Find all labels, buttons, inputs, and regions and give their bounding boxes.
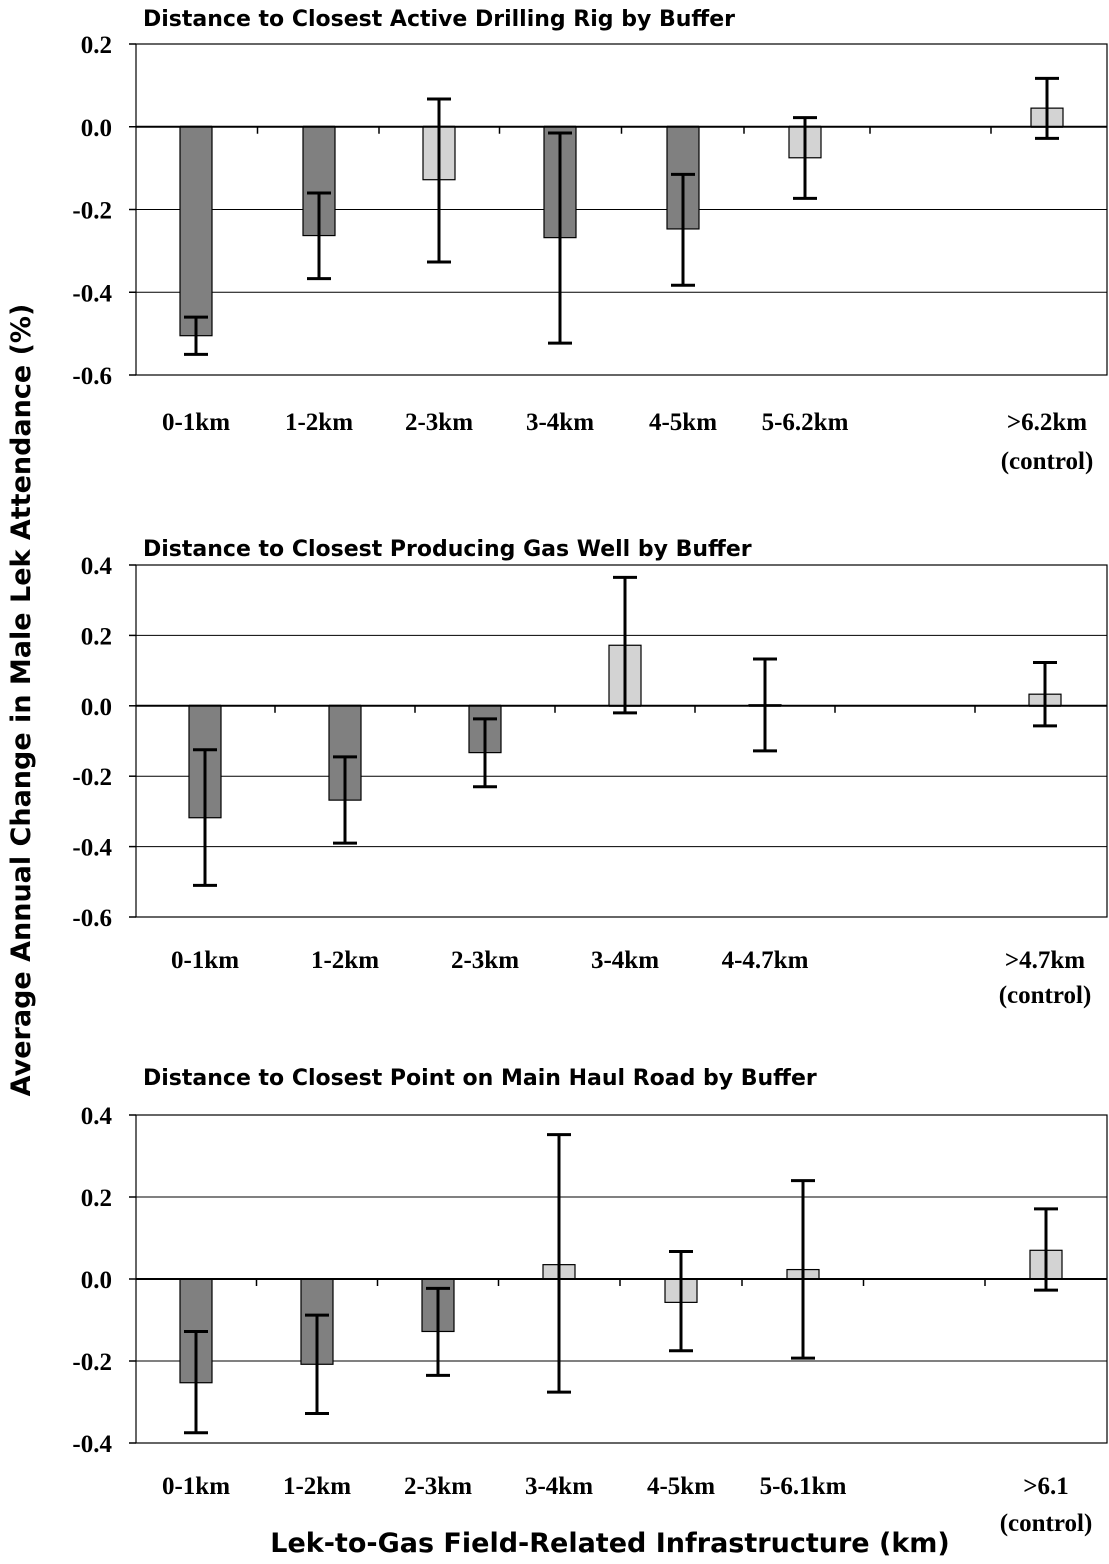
y-tick-label: -0.2	[72, 764, 112, 791]
y-tick-label: 0.2	[81, 1185, 112, 1212]
y-tick-label: -0.4	[72, 835, 112, 862]
y-tick-label: -0.2	[72, 1349, 112, 1376]
x-tick-label: 3-4km	[591, 947, 659, 974]
x-tick-label: 2-3km	[404, 1473, 472, 1500]
x-tick-label: 0-1km	[171, 947, 239, 974]
x-tick-label: >6.2km	[1007, 409, 1087, 436]
y-axis-title: Average Annual Change in Male Lek Attend…	[6, 304, 37, 1097]
plot-frame	[135, 564, 1108, 918]
y-tick-label: 0.0	[81, 694, 112, 721]
x-tick-label: 3-4km	[526, 409, 594, 436]
y-tick-label: 0.4	[81, 1103, 113, 1130]
x-tick-label: >6.1	[1023, 1473, 1069, 1500]
x-tick-label: 0-1km	[162, 409, 230, 436]
x-tick-label: 0-1km	[162, 1473, 230, 1500]
chart-panel-3: Distance to Closest Point on Main Haul R…	[72, 1066, 1108, 1537]
y-tick-label: -0.2	[72, 198, 112, 225]
x-tick-label: 2-3km	[405, 409, 473, 436]
y-tick-label: -0.4	[72, 280, 112, 307]
chart-panel-2: Distance to Closest Producing Gas Well b…	[72, 537, 1108, 1009]
x-tick-label: 4-4.7km	[722, 947, 809, 974]
y-tick-label: 0.2	[81, 623, 112, 650]
chart-panel-1: Distance to Closest Active Drilling Rig …	[72, 7, 1108, 475]
y-tick-label: 0.2	[81, 32, 112, 59]
y-tick-label: -0.4	[72, 1431, 112, 1458]
x-tick-label: 1-2km	[311, 947, 379, 974]
x-tick-label: 2-3km	[451, 947, 519, 974]
panel-title: Distance to Closest Point on Main Haul R…	[143, 1066, 817, 1091]
x-tick-sublabel: (control)	[999, 982, 1092, 1009]
y-tick-label: 0.4	[81, 553, 113, 580]
x-tick-label: 5-6.2km	[762, 409, 849, 436]
x-tick-label: 4-5km	[647, 1473, 715, 1500]
y-tick-label: -0.6	[72, 905, 112, 932]
x-tick-label: 1-2km	[285, 409, 353, 436]
x-tick-label: 3-4km	[525, 1473, 593, 1500]
x-tick-sublabel: (control)	[1001, 448, 1094, 475]
panel-title: Distance to Closest Active Drilling Rig …	[143, 7, 735, 32]
y-tick-label: 0.0	[81, 115, 112, 142]
panel-title: Distance to Closest Producing Gas Well b…	[143, 537, 752, 562]
x-tick-label: >4.7km	[1005, 947, 1085, 974]
y-tick-label: 0.0	[81, 1267, 112, 1294]
y-tick-label: -0.6	[72, 363, 112, 390]
x-tick-label: 1-2km	[283, 1473, 351, 1500]
x-axis-title: Lek-to-Gas Field-Related Infrastructure …	[270, 1528, 950, 1559]
x-tick-sublabel: (control)	[1000, 1510, 1093, 1537]
x-tick-label: 5-6.1km	[760, 1473, 847, 1500]
x-tick-label: 4-5km	[649, 409, 717, 436]
bar	[179, 126, 213, 337]
